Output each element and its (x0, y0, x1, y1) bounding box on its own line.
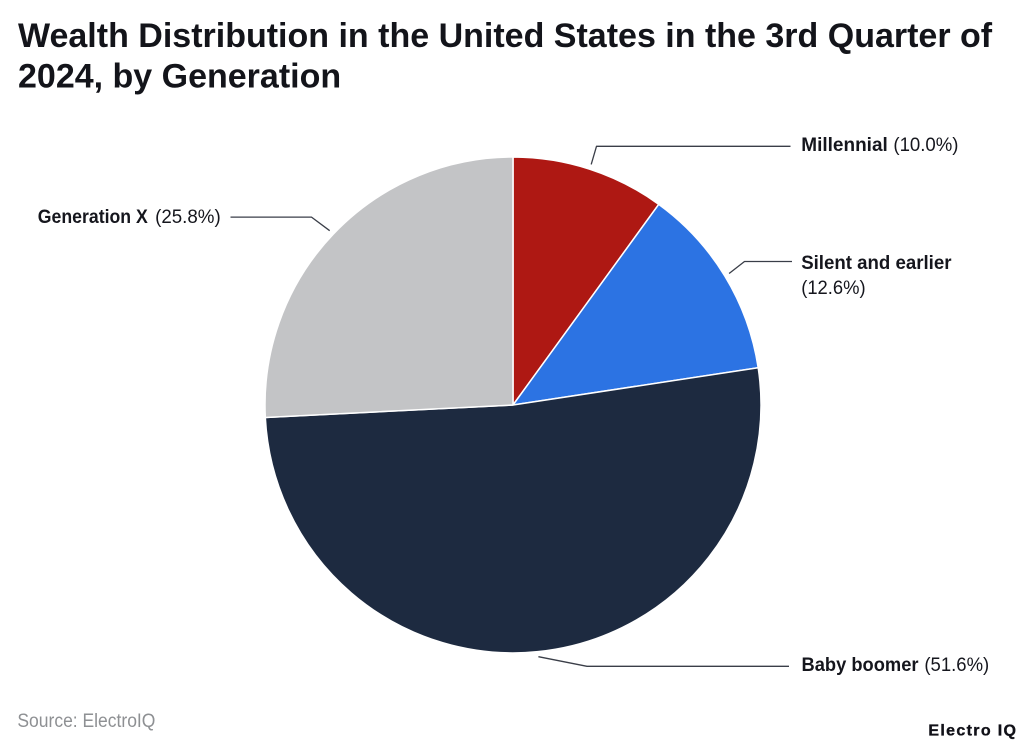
svg-text:Millennial: Millennial (801, 134, 888, 156)
svg-text:(51.6%): (51.6%) (924, 654, 989, 676)
svg-text:Source: ElectroIQ: Source: ElectroIQ (17, 711, 155, 732)
svg-text:Wealth Distribution in the Uni: Wealth Distribution in the United States… (18, 17, 993, 55)
svg-text:Baby boomer: Baby boomer (802, 654, 919, 676)
svg-text:(25.8%): (25.8%) (155, 206, 221, 228)
svg-text:(10.0%): (10.0%) (893, 134, 958, 156)
svg-text:(12.6%): (12.6%) (801, 277, 865, 299)
svg-text:Silent and earlier: Silent and earlier (801, 252, 952, 274)
svg-text:2024, by Generation: 2024, by Generation (18, 57, 341, 95)
svg-text:Generation X: Generation X (38, 206, 148, 228)
